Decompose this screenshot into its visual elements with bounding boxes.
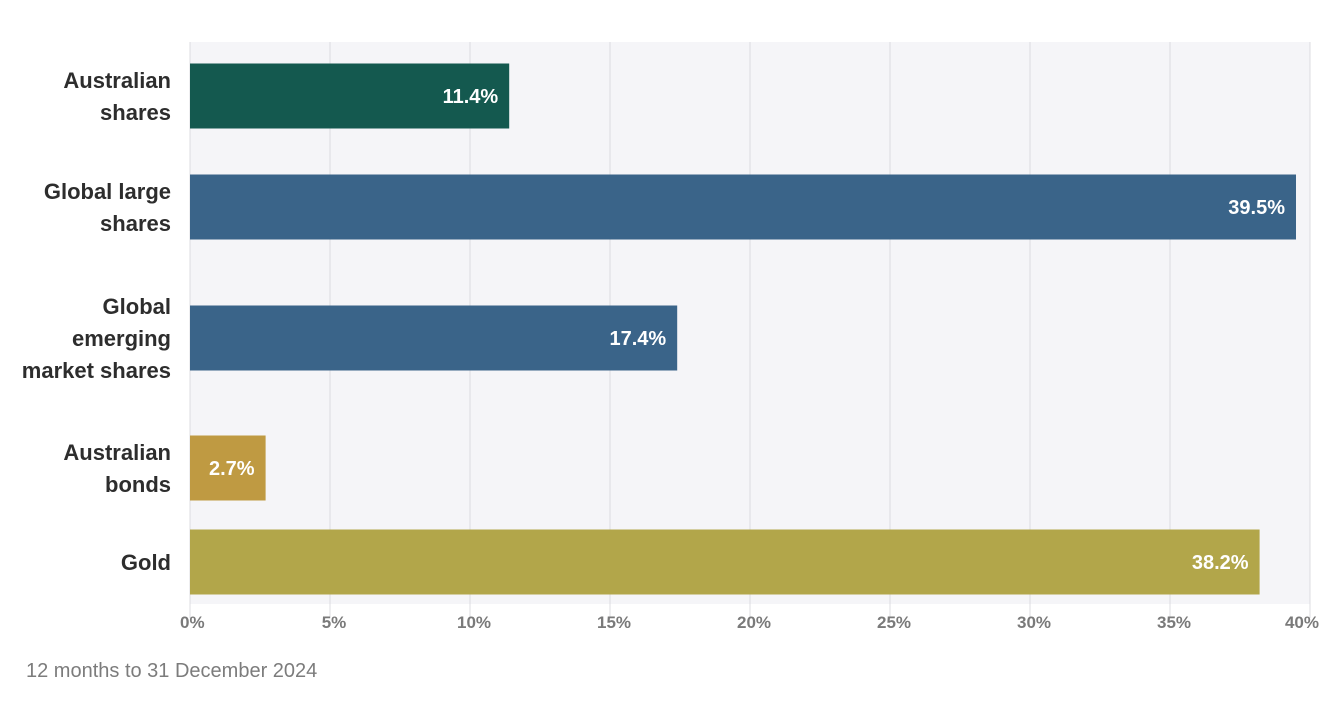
tick-label: 20% (737, 613, 771, 632)
tick-label: 40% (1285, 613, 1319, 632)
tick-label: 30% (1017, 613, 1051, 632)
category-label: Gold (121, 550, 171, 575)
tick-label: 0% (180, 613, 205, 632)
bar (190, 305, 678, 371)
bar-value-label: 39.5% (1228, 197, 1285, 219)
tick-label: 25% (877, 613, 911, 632)
bar (190, 529, 1260, 595)
category-label: market shares (22, 358, 171, 383)
category-labels: Australian shares Global large shares Global… (22, 68, 171, 575)
tick-label: 5% (322, 613, 347, 632)
bar-value-label: 11.4% (443, 86, 499, 108)
footnote: 12 months to 31 December 2024 (26, 660, 318, 682)
category-label: shares (100, 211, 171, 236)
tick-label: 35% (1157, 613, 1191, 632)
category-label: bonds (105, 472, 171, 497)
tick-label: 10% (457, 613, 491, 632)
bars: 11.4% 39.5% 17.4% 2.7% 38.2% (190, 63, 1296, 595)
category-label: Global (103, 294, 171, 319)
category-label: Australian (63, 440, 171, 465)
category-label: shares (100, 100, 171, 125)
category-label: emerging (72, 326, 171, 351)
bar (190, 174, 1296, 240)
x-axis: 0% 5% 10% 15% 20% 25% 30% 35% 40% (180, 604, 1319, 632)
bar-value-label: 38.2% (1192, 552, 1249, 574)
category-label: Global large (44, 179, 171, 204)
category-label: Australian (63, 68, 171, 93)
bar (190, 63, 510, 129)
bar-value-label: 2.7% (209, 458, 255, 480)
bar (190, 435, 266, 501)
tick-label: 15% (597, 613, 631, 632)
bar-value-label: 17.4% (609, 328, 666, 350)
